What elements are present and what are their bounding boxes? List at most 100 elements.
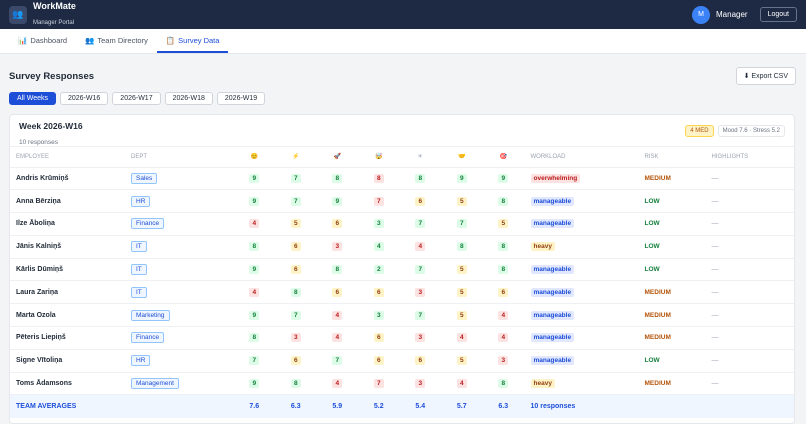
score-cell: 4	[317, 326, 359, 350]
workload-tag: heavy	[530, 379, 555, 389]
dept-tag: IT	[131, 264, 147, 276]
badge: 4 MED	[685, 124, 714, 137]
logout-button[interactable]: Logout	[759, 7, 797, 22]
column-header: 😊	[250, 154, 258, 161]
week-filter[interactable]: 2026-W16	[60, 92, 109, 105]
employee-cell: Anna Bērziņa	[10, 189, 125, 213]
workload-tag: manageable	[530, 219, 575, 229]
week-filter[interactable]: All Weeks	[9, 92, 56, 105]
score: 4	[498, 310, 509, 320]
score-cell: 6	[483, 280, 525, 304]
highlights-cell: —	[705, 257, 794, 281]
dept-tag: Finance	[131, 218, 165, 230]
column-header: ⚡	[292, 154, 300, 161]
user-name: Manager	[716, 10, 748, 19]
column-header: ☀	[417, 154, 423, 161]
week-filter[interactable]: 2026-W17	[112, 92, 161, 105]
footer-score-cell: 5.9	[317, 394, 359, 418]
week-filter[interactable]: 2026-W18	[164, 92, 213, 105]
tab[interactable]: 📋 Survey Data	[156, 29, 229, 53]
score: 7	[415, 265, 426, 275]
footer-empty	[705, 394, 794, 418]
employee-name: Signe Vītoliņa	[16, 357, 63, 365]
score: 8	[290, 287, 301, 297]
column-header: WORKLOAD	[530, 153, 566, 160]
table-row[interactable]: Marta Ozola Marketing 9 7 4 3 7 5 4 manageable MED…	[10, 303, 794, 327]
score-cell: 7	[400, 303, 442, 327]
week-filters: All Weeks 2026-W16 2026-W17 2026-W18 2026-W1…	[0, 85, 806, 112]
score: 6	[290, 356, 301, 366]
responses-table: EMPLOYEE DEPT 😊 ⚡ 🚀 🤯 ☀ 🤝 🎯 WORKLOAD RISK HIGHLIGHT…	[10, 147, 794, 418]
average-score: 6.3	[290, 403, 301, 411]
score-cell: 8	[317, 166, 359, 190]
score: 8	[290, 379, 301, 389]
table-row[interactable]: Andris Krūmiņš Sales 9 7 8 8 8 9 9 overwhelming ME…	[10, 166, 794, 190]
employee-name: Anna Bērziņa	[16, 197, 61, 205]
highlights-cell: —	[705, 189, 794, 213]
avatar[interactable]: M	[692, 5, 710, 24]
footer-empty	[125, 394, 234, 418]
score-cell: 3	[275, 326, 317, 350]
week-filter[interactable]: 2026-W19	[216, 92, 266, 105]
highlights-cell: —	[705, 166, 794, 190]
score-cell: 3	[483, 348, 525, 373]
score: 3	[373, 310, 384, 320]
score: 3	[415, 333, 426, 343]
workload-tag: manageable	[530, 265, 575, 275]
export-button[interactable]: ⬇ Export CSV	[735, 67, 796, 85]
risk: MEDIUM	[644, 288, 671, 296]
score-cell: 6	[400, 348, 442, 373]
score-cell: 4	[317, 303, 359, 327]
workload-cell: heavy	[524, 234, 639, 259]
workload-tag: overwhelming	[530, 173, 581, 183]
dept-cell: Management	[125, 371, 234, 395]
score: 3	[373, 219, 384, 229]
table-row[interactable]: Kārlis Dūmiņš IT 9 6 8 2 7 5 8 manageable LOW —	[10, 257, 794, 281]
score-cell: 4	[400, 234, 442, 259]
table-row[interactable]: Anna Bērziņa HR 9 7 9 7 6 5 8 manageable LOW —	[10, 189, 794, 213]
score-cell: 6	[275, 348, 317, 373]
header-row: EMPLOYEE DEPT 😊 ⚡ 🚀 🤯 ☀ 🤝 🎯 WORKLOAD RISK HIGHLIGHT…	[10, 147, 794, 167]
risk-cell: LOW	[638, 348, 706, 373]
table-row[interactable]: Jānis Kalniņš IT 8 6 3 4 4 8 8 heavy LOW —	[10, 234, 794, 259]
highlights: —	[711, 380, 719, 388]
week-card: Week 2026-W16 10 responses 4 MED Mood 7.6 …	[9, 114, 795, 424]
tab[interactable]: 👥 Team Directory	[76, 29, 157, 53]
average-score: 5.9	[332, 403, 343, 411]
card-subtitle: 10 responses	[19, 139, 59, 146]
table-row[interactable]: Signe Vītoliņa HR 7 6 7 6 6 5 3 manageable LOW —	[10, 348, 794, 373]
score-cell: 4	[441, 371, 483, 395]
table-row[interactable]: Laura Zariņa IT 4 8 6 6 3 5 6 manageable MEDIUM —	[10, 280, 794, 304]
score: 6	[373, 356, 384, 366]
score: 7	[290, 310, 301, 320]
footer-workload: 10 responses	[530, 403, 576, 411]
workload-cell: manageable	[524, 326, 639, 350]
employee-name: Marta Ozola	[16, 311, 56, 319]
score-cell: 3	[317, 234, 359, 259]
highlights-cell: —	[705, 212, 794, 236]
column-header: 🤝	[458, 154, 466, 161]
score: 3	[415, 287, 426, 297]
score-cell: 4	[441, 326, 483, 350]
score: 9	[249, 310, 260, 320]
score-cell: 7	[317, 348, 359, 373]
workload-cell: manageable	[524, 257, 639, 281]
employee-cell: Ilze Āboliņa	[10, 212, 125, 236]
score-cell: 5	[483, 212, 525, 236]
tab[interactable]: 📊 Dashboard	[9, 29, 76, 53]
tab-icon: 📊	[18, 35, 28, 45]
score: 8	[249, 242, 260, 252]
employee-cell: Pēteris Liepiņš	[10, 326, 125, 350]
score-cell: 5	[441, 257, 483, 281]
table-row[interactable]: Pēteris Liepiņš Finance 8 3 4 6 3 4 4 manageable M…	[10, 326, 794, 350]
section-header: Survey Responses ⬇ Export CSV	[0, 54, 806, 85]
score-cell: 7	[358, 371, 400, 395]
employee-name: Andris Krūmiņš	[16, 174, 69, 182]
footer-workload-cell: 10 responses	[524, 394, 639, 418]
table-row[interactable]: Toms Ādamsons Management 9 8 4 7 3 4 8 heavy MEDIU…	[10, 371, 794, 395]
table-row[interactable]: Ilze Āboliņa Finance 4 5 6 3 7 7 5 manageable LOW —	[10, 212, 794, 236]
score: 7	[290, 196, 301, 206]
score: 4	[456, 333, 467, 343]
score: 5	[456, 287, 467, 297]
score: 6	[373, 287, 384, 297]
